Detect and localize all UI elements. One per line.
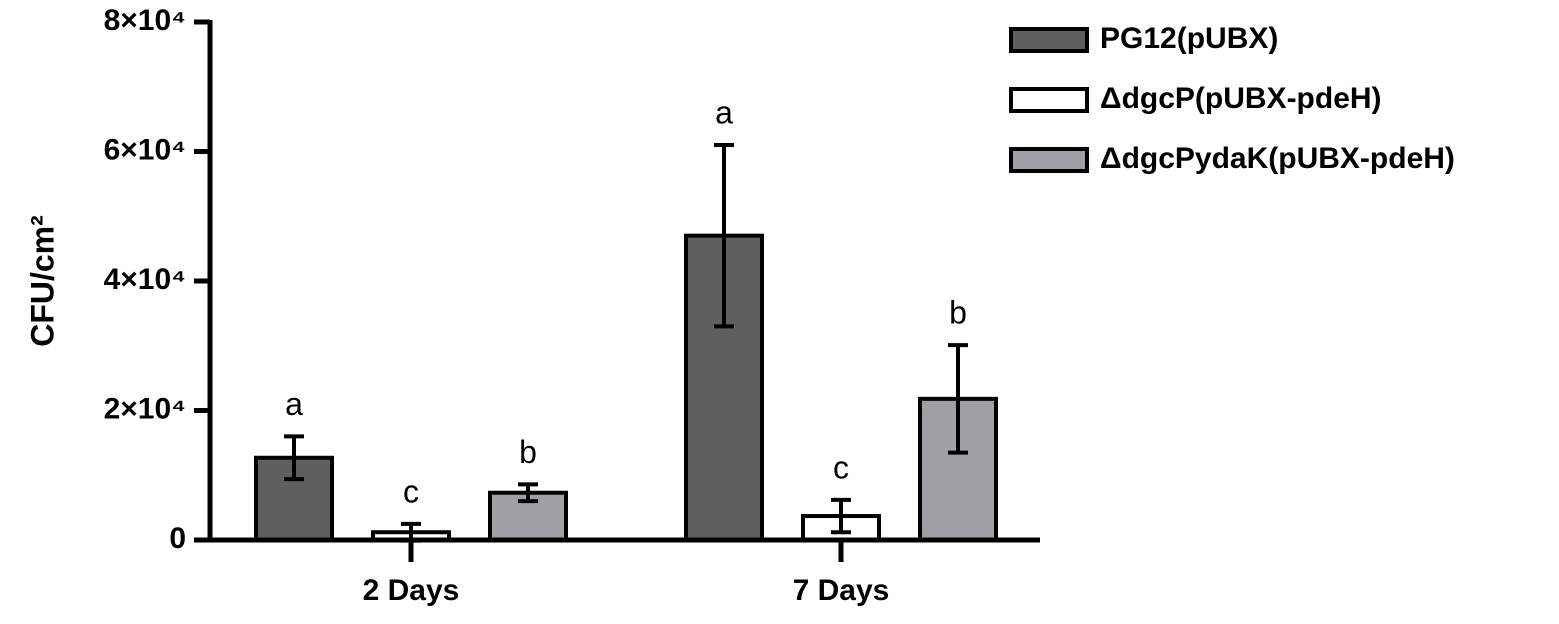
y-axis-title: CFU/cm² [24,215,60,347]
y-tick-label: 0 [169,522,186,555]
significance-letter: a [285,386,303,422]
significance-letter: a [715,94,733,130]
significance-letter: b [519,434,537,470]
y-tick-label: 2×10⁴ [104,392,186,425]
legend-label: PG12(pUBX) [1100,22,1278,55]
legend-label: ΔdgcPydaK(pUBX-pdeH) [1100,142,1455,175]
legend-swatch [1009,27,1089,53]
legend-swatch [1009,147,1089,173]
y-tick-label: 4×10⁴ [104,263,186,296]
x-tick-label: 2 Days [363,574,460,607]
y-tick-label: 8×10⁴ [104,4,186,37]
y-tick-label: 6×10⁴ [104,133,186,166]
significance-letter: c [833,449,849,485]
legend-label: ΔdgcP(pUBX-pdeH) [1100,82,1382,115]
significance-letter: b [949,295,967,331]
significance-letter: c [403,473,419,509]
x-tick-label: 7 Days [793,574,890,607]
legend-swatch [1009,87,1089,113]
